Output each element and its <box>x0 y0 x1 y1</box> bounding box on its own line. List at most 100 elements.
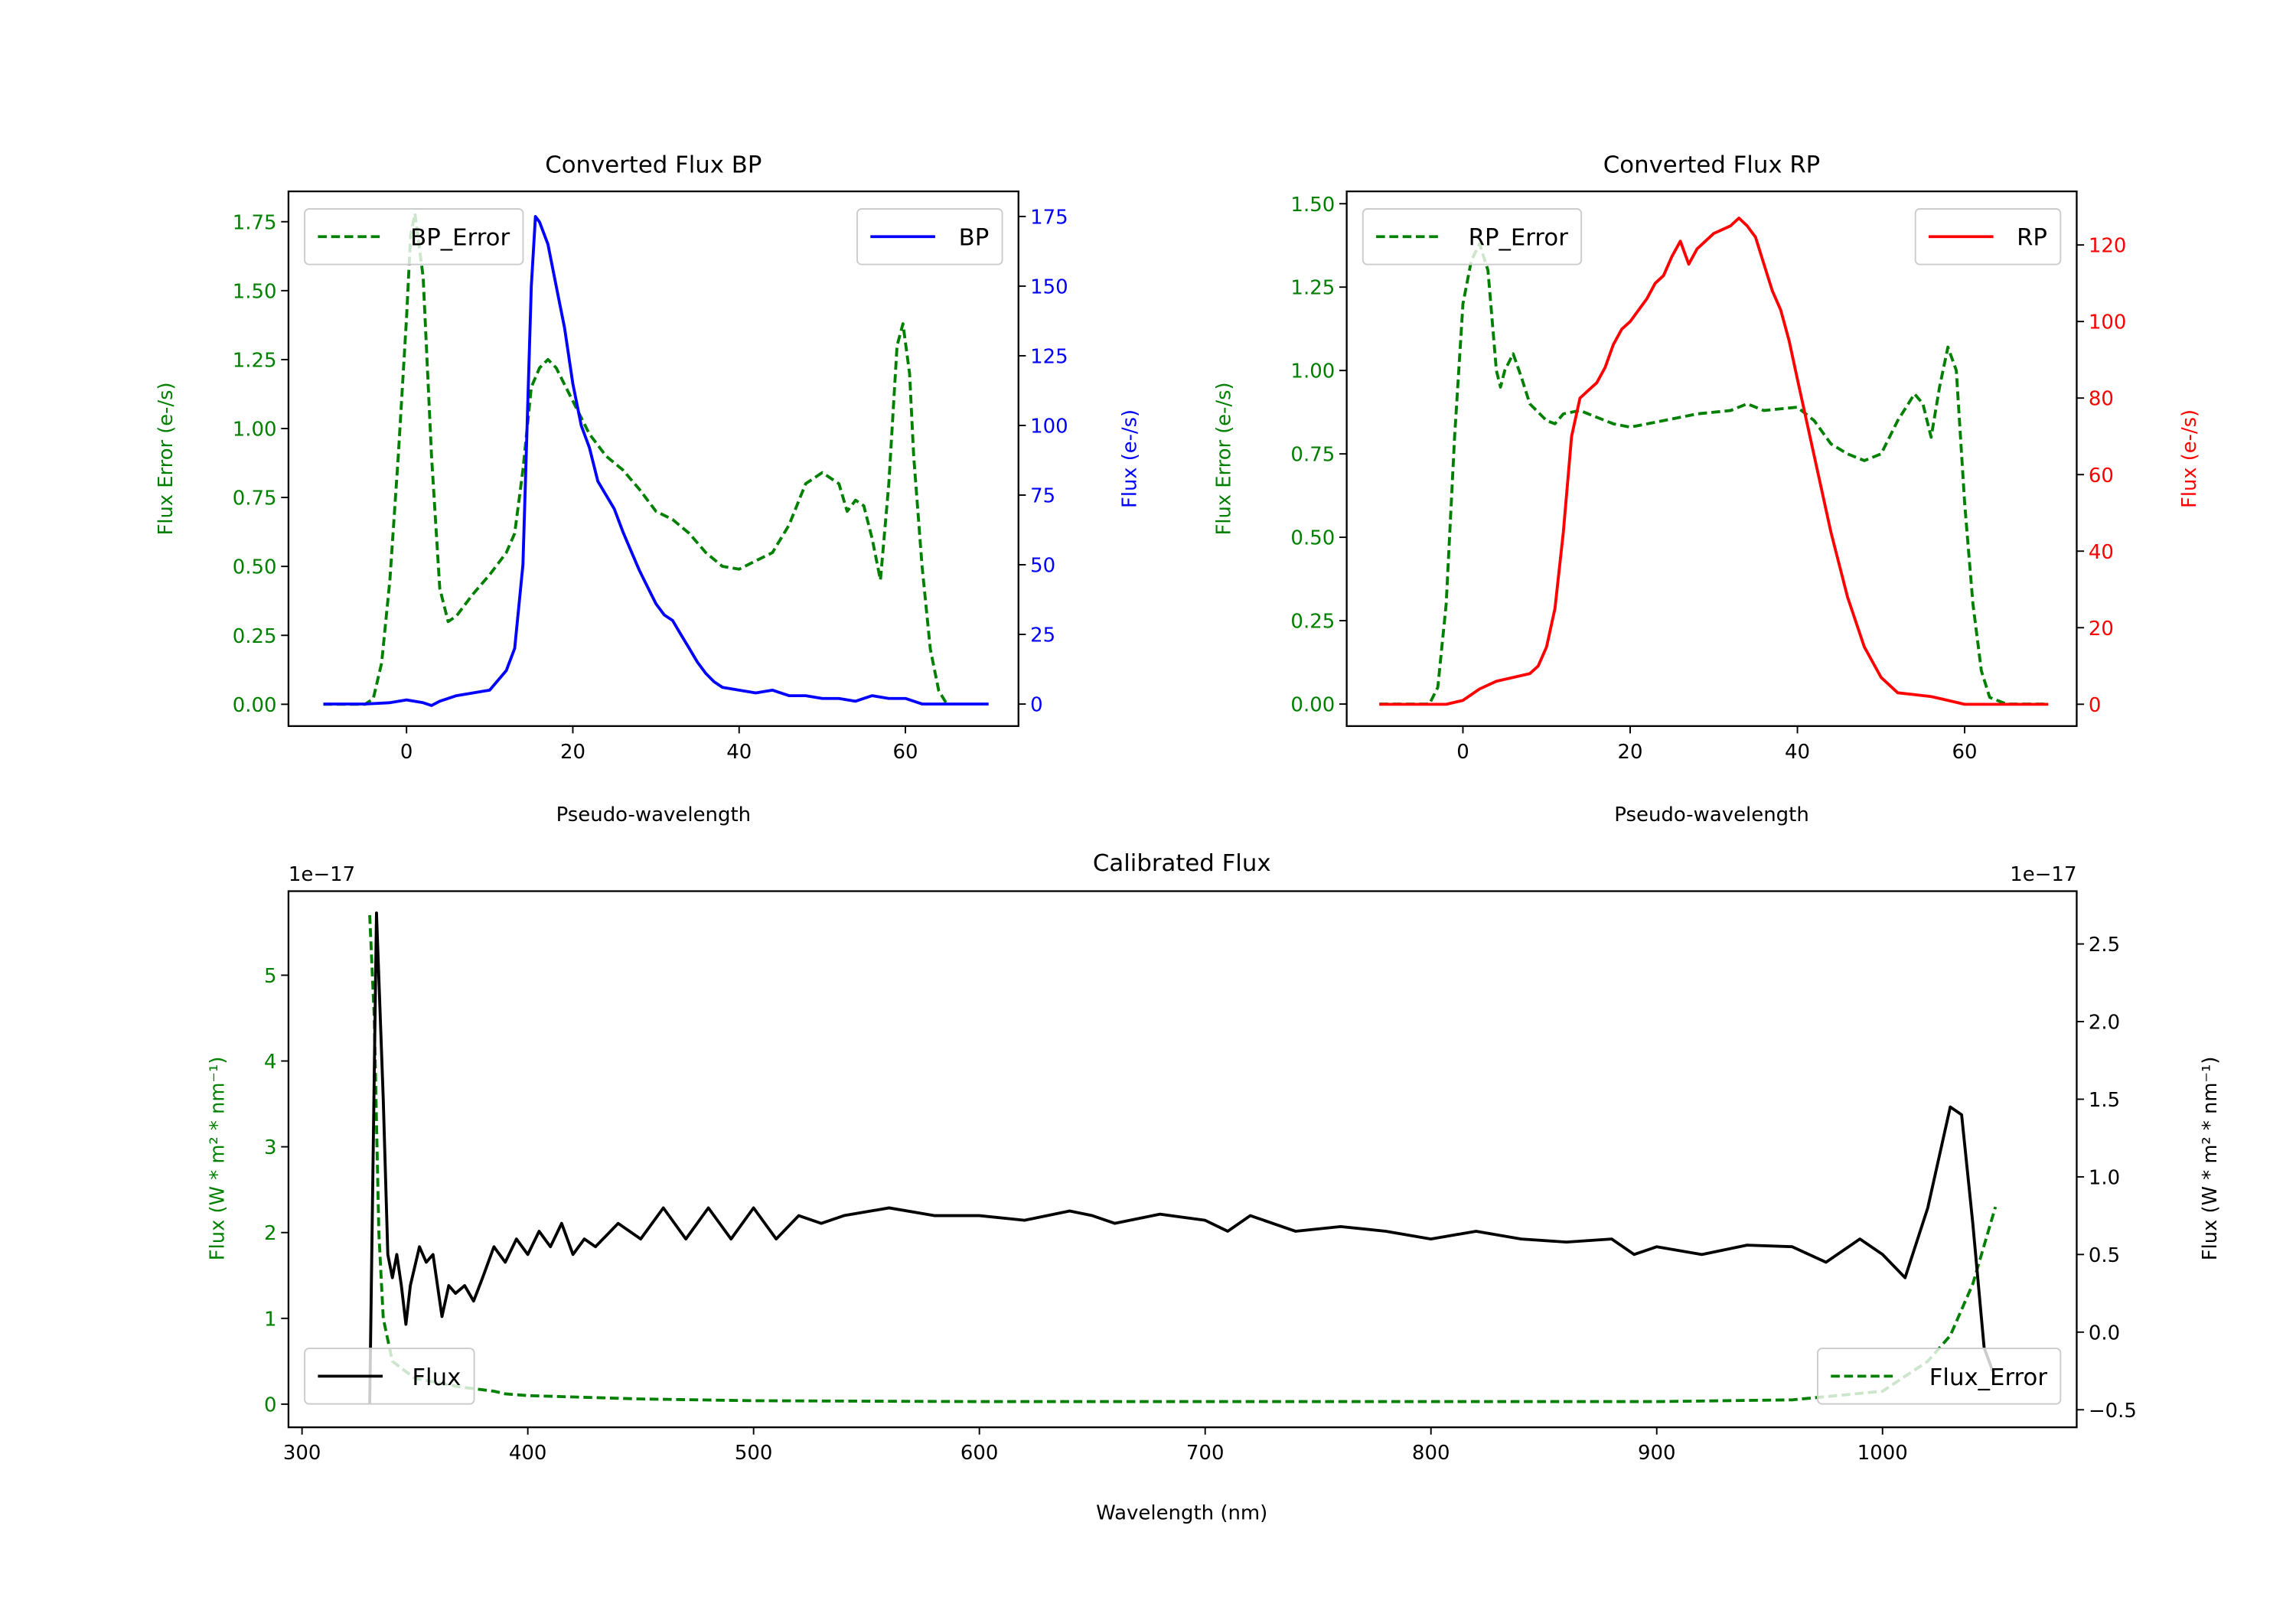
y-tick-label-left: 1.00 <box>1290 360 1335 383</box>
legend-box <box>304 208 524 266</box>
y-tick-label-right: 40 <box>2089 541 2114 564</box>
legend-bp: BP <box>856 208 1003 266</box>
y-tick-label-left: 0.00 <box>233 694 277 717</box>
y-tick-label-right: 1.0 <box>2089 1167 2120 1190</box>
y-tick-label-right: 25 <box>1030 624 1055 647</box>
y-tick-label-left: 1.25 <box>1290 277 1335 300</box>
y-tick-label-right: 20 <box>2089 618 2114 641</box>
y-tick-label-left: 1.50 <box>1290 194 1335 217</box>
plot-frame <box>287 190 1019 727</box>
series-bp-line <box>323 215 989 707</box>
x-tick-label: 800 <box>1412 1442 1450 1465</box>
x-tick-label: 20 <box>560 741 585 764</box>
legend-bp-error: BP_Error <box>304 208 524 266</box>
x-tick-label: 400 <box>509 1442 547 1465</box>
y-tick-label-left: 1 <box>264 1308 277 1331</box>
y-tick-label-right: 1.5 <box>2089 1089 2120 1112</box>
x-tick-label: 60 <box>893 741 918 764</box>
series-flux-line <box>368 911 1998 1404</box>
y-tick-label-left: 0.50 <box>1290 527 1335 550</box>
legend-box <box>1362 208 1583 266</box>
x-tick-label: 1000 <box>1857 1442 1908 1465</box>
y-tick-label-right: 100 <box>1030 416 1068 438</box>
y-tick-label-left: 1.50 <box>233 280 277 303</box>
x-tick-label: 700 <box>1186 1442 1225 1465</box>
y-axis-label-right: Flux (e-/s) <box>2178 409 2201 508</box>
plot-frame <box>287 890 2078 1429</box>
x-tick-label: 600 <box>960 1442 999 1465</box>
calibrated-chart: Calibrated Flux Wavelength (nm) 1e−17 1e… <box>206 850 2222 1525</box>
legend-flux: Flux <box>304 1348 475 1405</box>
y-tick-label-left: 3 <box>264 1136 277 1159</box>
x-tick-label: 300 <box>283 1442 321 1465</box>
y-tick-label-right: 2.0 <box>2089 1012 2120 1035</box>
y-tick-label-right: 60 <box>2089 464 2114 487</box>
y-tick-label-left: 1.00 <box>233 419 277 442</box>
x-tick-label: 900 <box>1638 1442 1676 1465</box>
y-axis-label-left: Flux Error (e-/s) <box>155 382 178 535</box>
y-tick-label-left: 0 <box>264 1394 277 1417</box>
x-tick-label: 60 <box>1952 741 1978 764</box>
legend-label: RP <box>2017 225 2047 252</box>
y-tick-label-right: 175 <box>1030 206 1068 229</box>
y-tick-label-right: 0.0 <box>2089 1322 2120 1345</box>
chart-title: Converted Flux RP <box>1603 152 1820 178</box>
y-tick-label-right: 0 <box>2089 694 2102 717</box>
y-tick-label-left: 0.00 <box>1290 694 1335 717</box>
y-tick-label-right: 50 <box>1030 555 1055 578</box>
y-tick-label-right: 0.5 <box>2089 1244 2120 1267</box>
y-tick-label-left: 2 <box>264 1222 277 1245</box>
legend-box <box>1817 1348 2062 1405</box>
y-tick-label-right: 75 <box>1030 485 1055 508</box>
x-tick-label: 0 <box>400 741 413 764</box>
y-axis-label-left: Flux Error (e-/s) <box>1213 382 1236 535</box>
y-tick-label-left: 1.25 <box>233 350 277 373</box>
offset-text-left: 1e−17 <box>289 863 355 886</box>
y-axis-label-left: Flux (W * m² * nm⁻¹) <box>206 1057 229 1261</box>
y-tick-label-right: 120 <box>2089 235 2127 258</box>
legend-label: Flux <box>412 1364 461 1391</box>
y-tick-label-right: 150 <box>1030 276 1068 299</box>
legend-label: RP_Error <box>1469 225 1569 252</box>
chart-title: Calibrated Flux <box>1093 850 1271 877</box>
legend-label: BP_Error <box>410 225 510 252</box>
series-rp-error-line <box>1379 242 2049 706</box>
y-tick-label-right: 2.5 <box>2089 934 2120 957</box>
x-axis-label: Wavelength (nm) <box>1096 1502 1267 1525</box>
y-tick-label-left: 0.75 <box>233 487 277 510</box>
legend-label: BP <box>959 225 990 252</box>
x-axis-label: Pseudo-wavelength <box>556 804 752 826</box>
y-tick-label-left: 5 <box>264 965 277 988</box>
rp-chart: Converted Flux RP Pseudo-wavelength Flux… <box>1213 152 2202 826</box>
x-axis-label: Pseudo-wavelength <box>1614 804 1809 826</box>
y-tick-label-right: 0 <box>1030 694 1043 717</box>
offset-text-right: 1e−17 <box>2010 863 2076 886</box>
x-tick-label: 40 <box>726 741 752 764</box>
legend-box <box>304 1348 475 1405</box>
series-bp-error-line <box>323 212 948 706</box>
y-tick-label-right: −0.5 <box>2089 1400 2137 1423</box>
y-tick-label-left: 0.25 <box>233 625 277 648</box>
series-flux-error-line <box>368 914 1998 1403</box>
y-axis-label-right: Flux (e-/s) <box>1119 409 1142 508</box>
x-tick-label: 0 <box>1456 741 1469 764</box>
legend-rp: RP <box>1914 208 2062 266</box>
bp-chart: Converted Flux BP Pseudo-wavelength Flux… <box>155 152 1142 826</box>
y-tick-label-left: 0.75 <box>1290 444 1335 467</box>
y-tick-label-left: 1.75 <box>233 211 277 234</box>
y-tick-label-right: 125 <box>1030 346 1068 369</box>
y-tick-label-right: 100 <box>2089 311 2127 334</box>
series-rp-line <box>1379 217 2049 706</box>
chart-title: Converted Flux BP <box>545 152 762 178</box>
y-axis-label-right: Flux (W * m² * nm⁻¹) <box>2199 1057 2222 1261</box>
y-tick-label-right: 80 <box>2089 388 2114 411</box>
legend-flux-error: Flux_Error <box>1817 1348 2062 1405</box>
plot-frame <box>1345 190 2078 727</box>
legend-rp-error: RP_Error <box>1362 208 1583 266</box>
x-tick-label: 500 <box>735 1442 773 1465</box>
legend-label: Flux_Error <box>1929 1364 2048 1391</box>
y-tick-label-left: 0.50 <box>233 556 277 579</box>
x-tick-label: 40 <box>1785 741 1810 764</box>
y-tick-label-left: 4 <box>264 1051 277 1074</box>
